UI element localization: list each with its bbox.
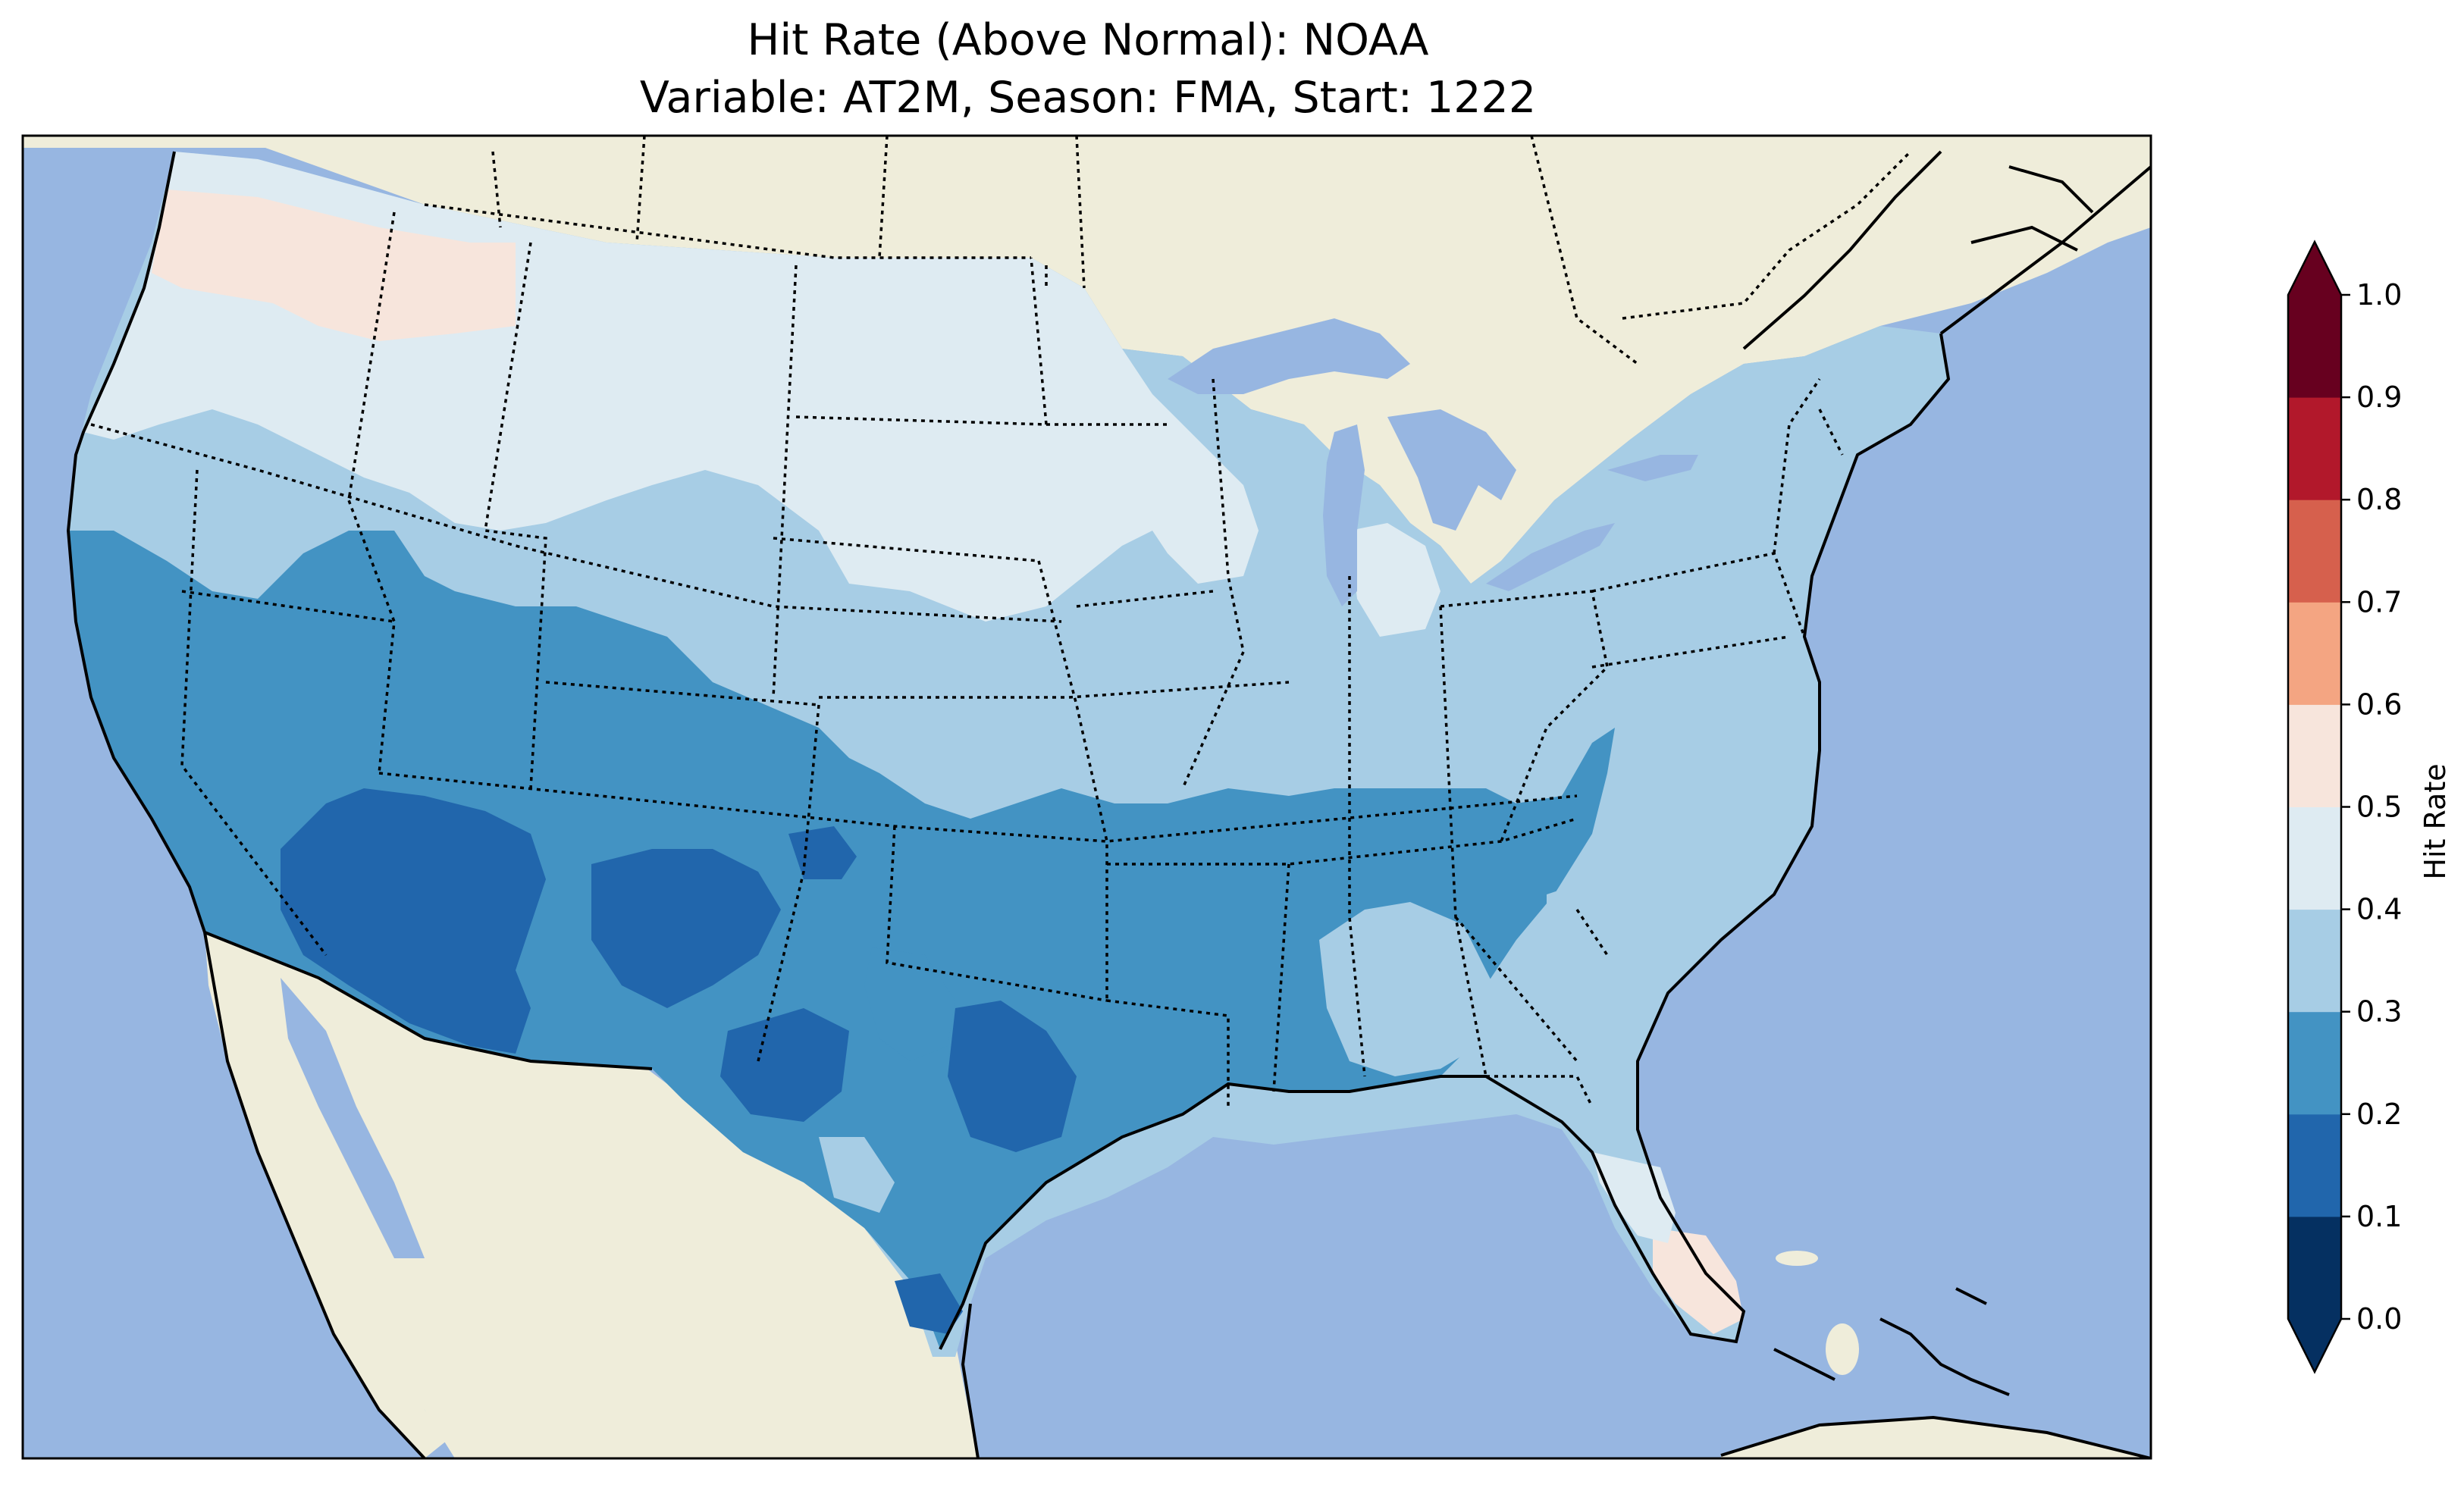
colorbar-bin	[2288, 397, 2341, 500]
state-borders	[90, 203, 1844, 1107]
region-west-coast-band	[68, 531, 1615, 1349]
colorbar-extend-max	[2288, 242, 2341, 295]
colorbar-bin	[2288, 909, 2341, 1013]
region-north-florida	[1592, 1152, 1676, 1243]
title-line-2: Variable: AT2M, Season: FMA, Start: 1222	[640, 73, 1536, 123]
region-southeast-light	[1319, 902, 1494, 1076]
region-south-florida	[1653, 1228, 1744, 1334]
colorbar-bin	[2288, 500, 2341, 603]
title-line-1: Hit Rate (Above Normal): NOAA	[747, 15, 1428, 65]
region-pacific-northwest	[152, 189, 516, 341]
colorbar-tick-label: 1.0	[2356, 278, 2402, 312]
region-east-coast-light	[1547, 879, 1607, 947]
colorbar-tick-label: 0.8	[2356, 483, 2402, 516]
colorbar-tick-label: 0.1	[2356, 1200, 2402, 1233]
region-arizona-southwest	[281, 788, 546, 1054]
lake-superior	[1168, 318, 1410, 394]
cuba	[1721, 1417, 2151, 1458]
canada-land	[23, 136, 2151, 584]
colorbar-bin	[2288, 704, 2341, 807]
region-texas-interior	[864, 947, 955, 1061]
map-frame	[21, 134, 2152, 1460]
coastlines	[66, 150, 2151, 1458]
colorbar-tick-label: 0.9	[2356, 381, 2402, 414]
lake-michigan	[1323, 424, 1365, 606]
canada-provinces	[491, 136, 1912, 365]
colorbar-tick-label: 0.5	[2356, 791, 2402, 824]
colorbar-tick-label: 0.2	[2356, 1098, 2402, 1131]
region-west-texas-light	[819, 1137, 895, 1213]
colorbar-extend-min	[2288, 1319, 2341, 1372]
colorbar-bin	[2288, 295, 2341, 398]
lake-erie	[1486, 523, 1615, 591]
baja-california	[205, 932, 447, 1458]
lake-huron	[1387, 409, 1516, 531]
region-michigan	[1350, 523, 1440, 637]
lake-ontario	[1607, 455, 1698, 481]
colorbar-tick-label: 0.0	[2356, 1302, 2402, 1336]
bahamas-island	[1826, 1323, 1859, 1375]
colorbar-tick-label: 0.3	[2356, 995, 2402, 1029]
bahamas-island	[1776, 1251, 1818, 1266]
colorbar-tick-label: 0.7	[2356, 585, 2402, 619]
colorbar: 0.0 0.1 0.2 0.3 0.4 0.5 0.6 0.7 0.8 0.9 1.0	[2287, 240, 2402, 1374]
colorbar-bin	[2288, 1216, 2341, 1320]
map-panel	[21, 134, 2152, 1460]
region-central-texas	[948, 1001, 1077, 1152]
colorbar-label: Hit Rate	[2419, 763, 2452, 879]
colorbar-tick-label: 0.4	[2356, 893, 2402, 926]
colorbar-bin	[2288, 807, 2341, 910]
region-new-mexico	[591, 849, 781, 1008]
region-south-texas	[895, 1273, 963, 1334]
region-west-texas	[720, 1008, 849, 1122]
colorbar-tick-label: 0.6	[2356, 687, 2402, 721]
colorbar-bin	[2288, 1011, 2341, 1115]
colorbar-bin	[2288, 602, 2341, 705]
hit-rate-field	[68, 152, 1948, 1357]
great-lakes	[1168, 318, 1698, 606]
mexico-land	[205, 932, 978, 1458]
gulf-of-california	[281, 978, 425, 1258]
colorbar-bin	[2288, 1113, 2341, 1217]
